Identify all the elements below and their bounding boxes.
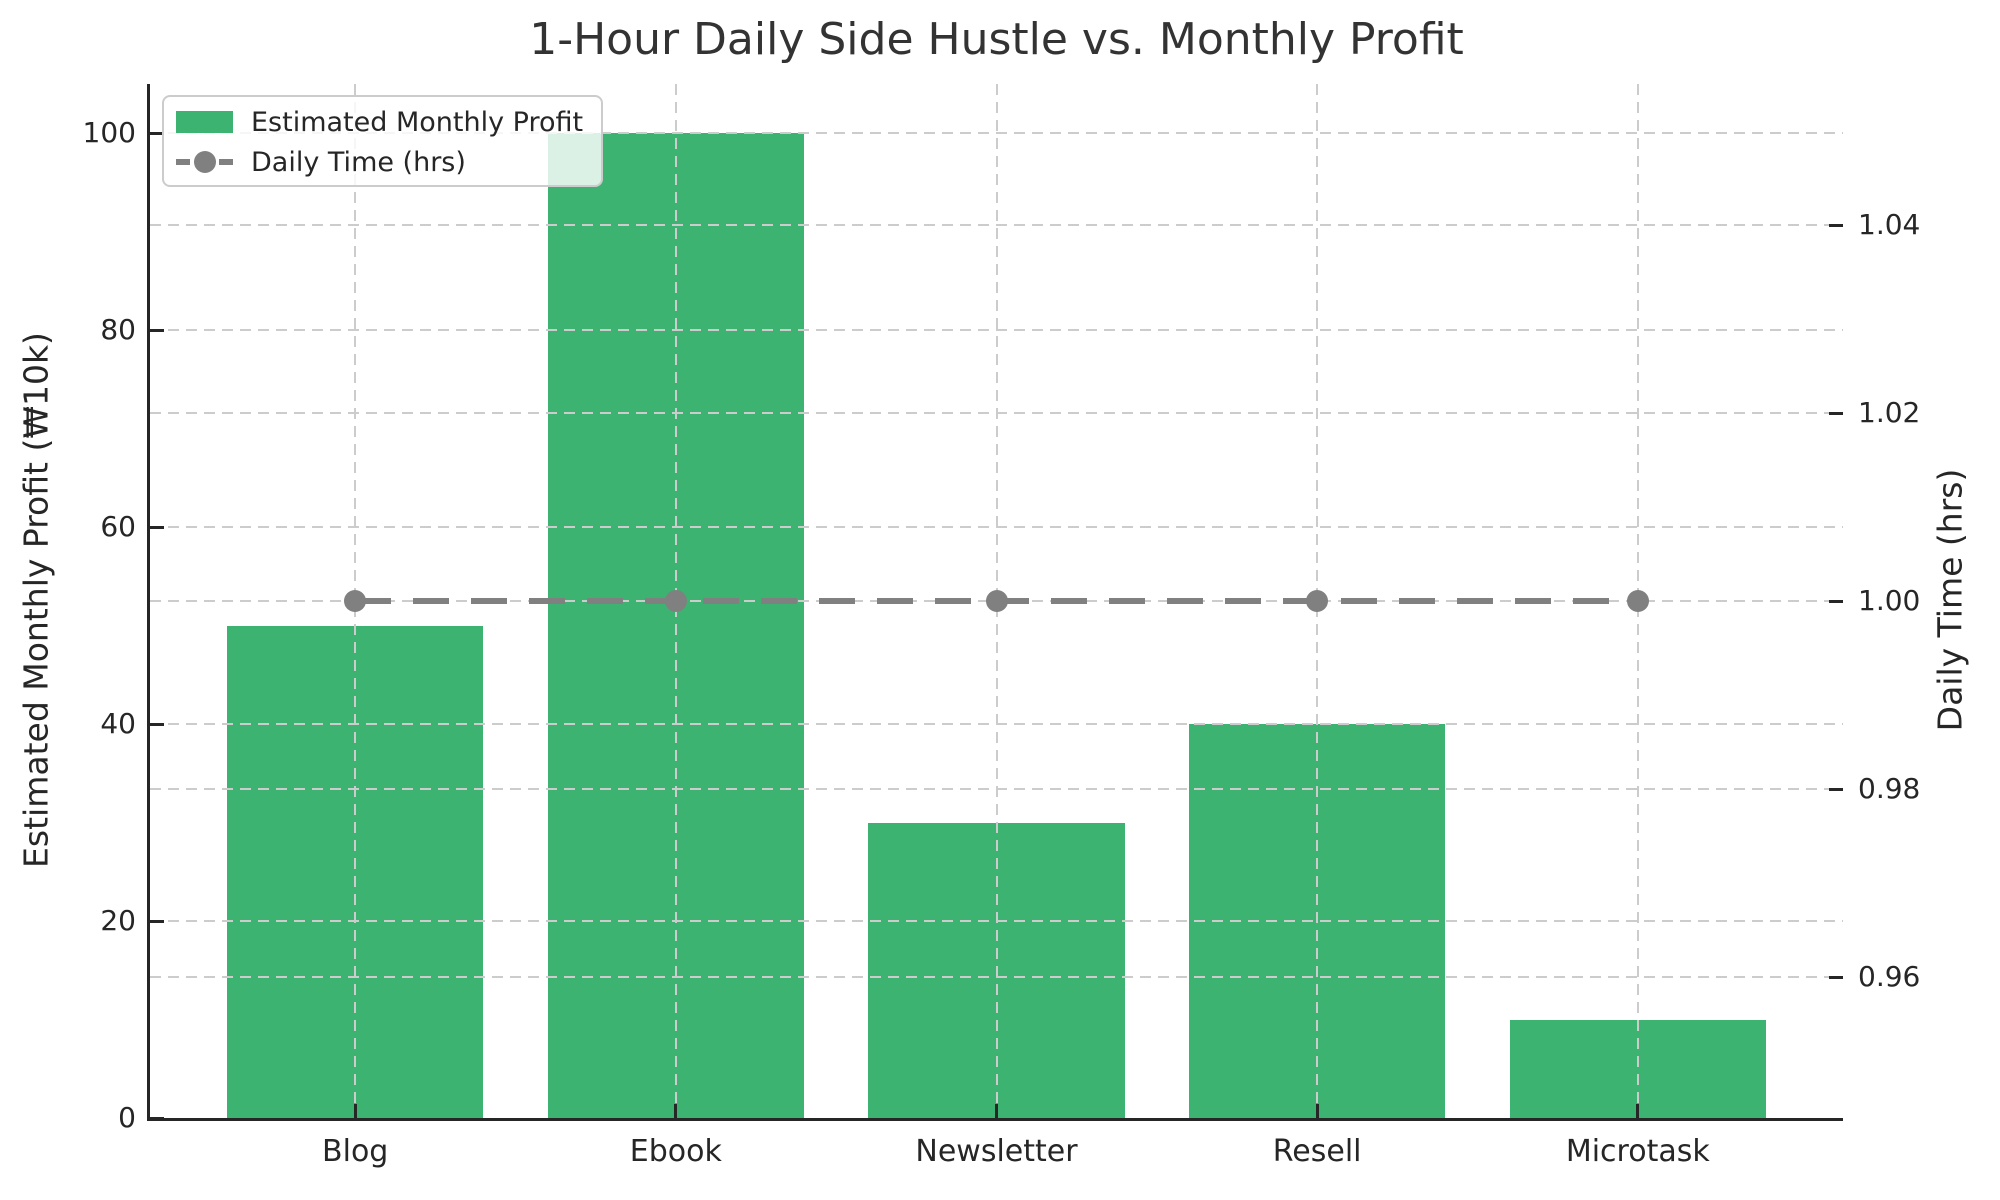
legend-marker-icon	[193, 151, 216, 173]
right-tick	[1829, 599, 1843, 603]
legend-line-swatch	[176, 151, 233, 173]
legend-item-profit: Estimated Monthly Profit	[176, 102, 601, 142]
left-tick	[150, 722, 164, 726]
legend-item-time: Daily Time (hrs)	[176, 142, 601, 182]
right-tick	[1829, 787, 1843, 791]
bottom-tick	[995, 1104, 998, 1118]
left-tick	[150, 131, 164, 135]
x-tick-label-newsletter: Newsletter	[915, 1134, 1078, 1169]
x-axis-spine	[147, 1118, 1843, 1121]
left-tick	[150, 919, 164, 923]
legend-label-profit: Estimated Monthly Profit	[251, 106, 584, 138]
bottom-tick	[674, 1104, 678, 1118]
left-tick	[150, 328, 164, 332]
y-tick-label-left-20: 20	[100, 904, 136, 938]
x-tick-label-ebook: Ebook	[629, 1134, 722, 1169]
y-tick-label-right-0.98: 0.98	[1858, 772, 1921, 805]
bottom-tick	[1636, 1104, 1640, 1118]
y-axis-spine	[147, 84, 150, 1121]
legend-dash-icon	[176, 159, 190, 165]
y-tick-label-left-100: 100	[82, 116, 136, 150]
marker-microtask	[1626, 590, 1649, 612]
bottom-tick	[353, 1104, 357, 1118]
chart-title: 1-Hour Daily Side Hustle vs. Monthly Pro…	[529, 14, 1464, 65]
y-tick-label-left-60: 60	[100, 510, 136, 544]
left-axis-label: Estimated Monthly Profit (₩10k)	[16, 332, 56, 868]
right-tick	[1829, 975, 1843, 979]
legend-bar-swatch	[176, 111, 233, 133]
marker-blog	[344, 590, 367, 612]
y-tick-label-right-0.96: 0.96	[1858, 960, 1921, 993]
right-tick	[1829, 411, 1843, 415]
x-tick-label-microtask: Microtask	[1565, 1134, 1710, 1169]
y-tick-label-right-1.02: 1.02	[1858, 396, 1921, 429]
y-tick-label-left-40: 40	[100, 707, 136, 741]
y-tick-label-right-1.00: 1.00	[1858, 584, 1921, 617]
y-tick-label-right-1.04: 1.04	[1858, 208, 1921, 241]
legend-dash-icon	[219, 159, 233, 165]
marker-resell	[1306, 590, 1329, 612]
legend-label-time: Daily Time (hrs)	[251, 146, 466, 178]
left-tick	[150, 525, 164, 529]
y-tick-label-left-0: 0	[118, 1101, 136, 1134]
y-tick-label-left-80: 80	[100, 313, 136, 347]
right-tick	[1829, 223, 1843, 227]
bottom-tick	[1315, 1104, 1319, 1118]
legend: Estimated Monthly Profit Daily Time (hrs…	[162, 95, 603, 187]
x-tick-label-blog: Blog	[322, 1134, 389, 1169]
x-tick-label-resell: Resell	[1272, 1134, 1362, 1169]
marker-newsletter	[985, 590, 1008, 612]
marker-ebook	[664, 590, 687, 612]
